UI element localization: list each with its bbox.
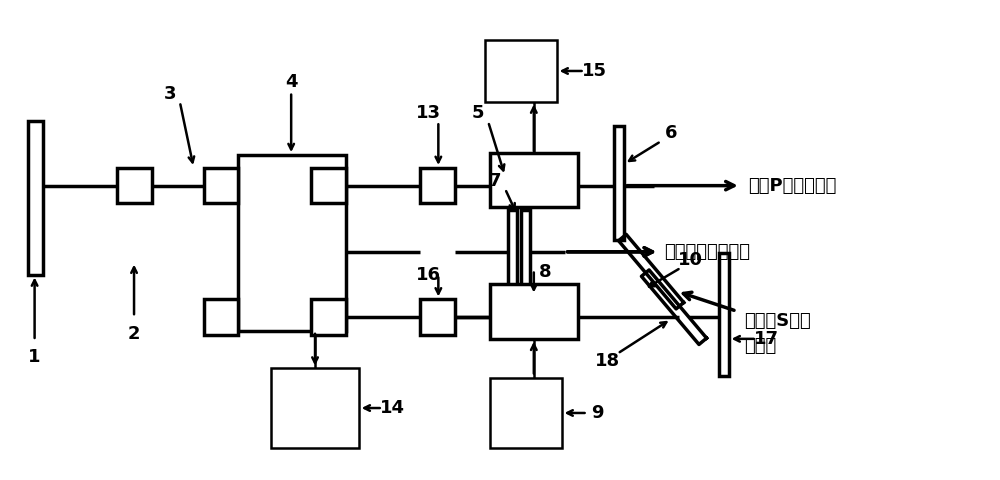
Text: 2: 2 (128, 325, 140, 343)
Text: 14: 14 (380, 399, 405, 417)
Text: 8: 8 (538, 263, 551, 281)
Text: 5: 5 (472, 105, 484, 122)
Text: 1: 1 (28, 348, 41, 366)
Bar (521, 210, 530, 289)
Text: 电光非偏振脉冲光: 电光非偏振脉冲光 (664, 243, 750, 261)
Text: 16: 16 (416, 265, 441, 284)
Text: 6: 6 (665, 124, 677, 142)
Text: 7: 7 (489, 172, 501, 190)
Bar (271, 369, 359, 447)
Bar (28, 121, 43, 275)
Text: 15: 15 (582, 62, 607, 80)
Text: 3: 3 (164, 84, 176, 103)
Bar (508, 210, 517, 289)
Text: 声光P偏振脉冲光: 声光P偏振脉冲光 (749, 177, 837, 194)
Bar (490, 378, 562, 447)
Bar (719, 253, 729, 376)
Bar (238, 155, 346, 331)
Bar (614, 126, 624, 240)
Bar (311, 168, 346, 204)
Text: 4: 4 (285, 73, 297, 91)
Text: 9: 9 (591, 404, 604, 422)
Bar (420, 300, 455, 335)
Bar (204, 300, 238, 335)
Bar (117, 168, 152, 204)
Text: 13: 13 (416, 105, 441, 122)
Bar (490, 285, 578, 339)
Text: 17: 17 (754, 330, 779, 348)
Bar (311, 300, 346, 335)
Text: 腔倒空S偏振
脉冲光: 腔倒空S偏振 脉冲光 (744, 312, 810, 355)
Bar (485, 40, 557, 102)
Text: 10: 10 (678, 251, 703, 269)
Bar (204, 168, 238, 204)
Bar (490, 153, 578, 207)
Bar (420, 168, 455, 204)
Text: 18: 18 (595, 351, 620, 370)
